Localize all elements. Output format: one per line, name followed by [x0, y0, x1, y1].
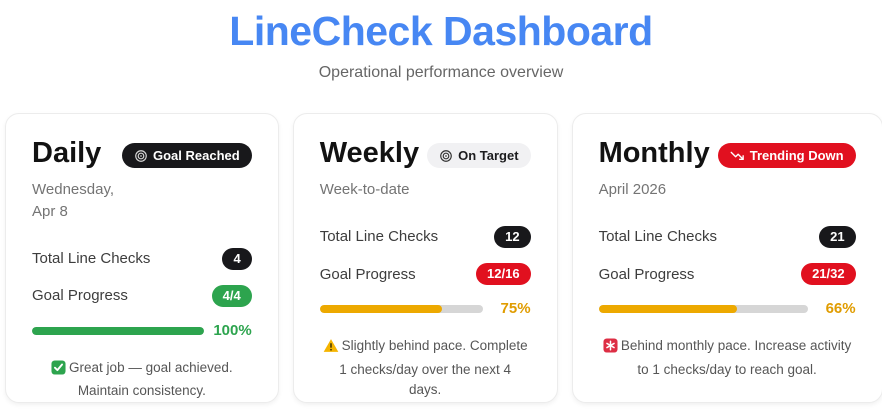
- total-checks-label: Total Line Checks: [32, 250, 151, 268]
- page-title: LineCheck Dashboard: [229, 8, 653, 54]
- goal-progress-row: Goal Progress 4/4: [32, 284, 252, 308]
- progress-percent: 66%: [825, 300, 856, 318]
- progress-percent: 75%: [500, 300, 531, 318]
- status-badge: Goal Reached: [122, 143, 252, 169]
- status-badge-label: Trending Down: [749, 148, 844, 164]
- card-daily: Daily Wednesday, Apr 8 Goal Reached Tota…: [5, 113, 279, 404]
- card-header: Daily Wednesday, Apr 8 Goal Reached: [32, 137, 252, 222]
- status-message: Slightly behind pace. Complete 1 checks/…: [320, 336, 531, 400]
- progress-bar: [598, 304, 808, 313]
- goal-progress-label: Goal Progress: [598, 265, 695, 283]
- card-subtitle: April 2026: [598, 181, 667, 199]
- card-weekly: Weekly Week-to-date On Target Total Line…: [292, 113, 558, 404]
- total-checks-pill: 21: [819, 225, 856, 249]
- goal-progress-pill: 12/16: [476, 263, 531, 286]
- target-icon: [439, 149, 453, 163]
- card-subtitle: Wednesday, Apr 8: [32, 181, 114, 220]
- progress-fill: [319, 304, 442, 313]
- card-header: Weekly Week-to-date On Target: [319, 137, 531, 201]
- card-title: Monthly: [598, 137, 710, 170]
- page-subtitle: Operational performance overview: [318, 64, 564, 82]
- status-badge-label: Goal Reached: [153, 148, 240, 164]
- total-checks-row: Total Line Checks 4: [32, 247, 252, 270]
- progress-bar: [32, 326, 204, 335]
- total-checks-row: Total Line Checks 21: [598, 225, 856, 249]
- card-title: Daily: [32, 137, 102, 170]
- total-checks-row: Total Line Checks 12: [319, 225, 531, 249]
- progress-bar: [319, 304, 483, 313]
- goal-progress-pill: 4/4: [211, 284, 252, 308]
- goal-progress-label: Goal Progress: [32, 287, 128, 305]
- status-message-text: Great job — goal achieved. Maintain cons…: [69, 360, 233, 399]
- progress-bar-row: 66%: [598, 300, 856, 318]
- check-square-icon: [51, 360, 66, 381]
- card-monthly: Monthly April 2026 Trending Down Total L…: [571, 113, 882, 404]
- status-badge: On Target: [427, 143, 531, 169]
- status-message-text: Behind monthly pace. Increase activity t…: [620, 338, 852, 377]
- card-header-left: Daily Wednesday, Apr 8: [32, 137, 114, 222]
- progress-fill: [598, 304, 737, 313]
- goal-progress-row: Goal Progress 21/32: [598, 263, 856, 286]
- total-checks-label: Total Line Checks: [319, 228, 439, 246]
- card-title: Weekly: [319, 137, 420, 170]
- target-icon: [134, 149, 148, 163]
- card-header: Monthly April 2026 Trending Down: [598, 137, 856, 201]
- cards-row: Daily Wednesday, Apr 8 Goal Reached Tota…: [0, 113, 882, 404]
- progress-fill: [32, 326, 204, 335]
- trend-down-icon: [730, 149, 745, 162]
- status-badge: Trending Down: [717, 143, 856, 169]
- status-message-text: Slightly behind pace. Complete 1 checks/…: [339, 338, 528, 397]
- page-header: LineCheck Dashboard Operational performa…: [0, 0, 882, 82]
- progress-percent: 100%: [213, 322, 252, 340]
- goal-progress-row: Goal Progress 12/16: [319, 263, 531, 286]
- card-header-left: Monthly April 2026: [598, 137, 710, 201]
- card-subtitle: Week-to-date: [319, 181, 410, 199]
- progress-bar-row: 75%: [319, 300, 531, 318]
- goal-progress-pill: 21/32: [801, 263, 856, 286]
- progress-bar-row: 100%: [32, 322, 252, 339]
- siren-icon: [603, 338, 618, 359]
- card-header-left: Weekly Week-to-date: [319, 137, 420, 201]
- goal-progress-label: Goal Progress: [319, 265, 416, 283]
- status-message: Great job — goal achieved. Maintain cons…: [32, 358, 252, 402]
- status-badge-label: On Target: [458, 148, 519, 164]
- total-checks-pill: 12: [494, 225, 531, 249]
- total-checks-pill: 4: [222, 247, 252, 270]
- status-message: Behind monthly pace. Increase activity t…: [599, 336, 856, 380]
- warning-icon: [323, 338, 339, 359]
- total-checks-label: Total Line Checks: [598, 228, 717, 246]
